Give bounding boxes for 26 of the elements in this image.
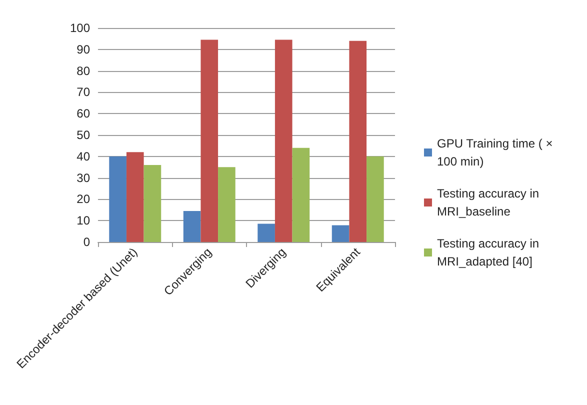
y-tick-label: 60 bbox=[76, 106, 90, 121]
bar bbox=[274, 40, 292, 242]
y-tick-label: 40 bbox=[76, 149, 90, 164]
y-tick-label: 0 bbox=[83, 235, 90, 249]
bar bbox=[349, 40, 367, 242]
y-tick-label: 70 bbox=[76, 85, 90, 100]
legend-label: Testing accuracy in MRI_adapted [40] bbox=[437, 236, 542, 268]
bar bbox=[144, 164, 162, 242]
legend-label: Testing accuracy in MRI_baseline bbox=[437, 186, 542, 218]
bar bbox=[126, 152, 144, 242]
bar bbox=[183, 210, 201, 242]
y-tick-label: 20 bbox=[76, 192, 90, 206]
bar bbox=[332, 225, 350, 242]
bar bbox=[258, 224, 275, 242]
y-tick-label: 10 bbox=[76, 214, 90, 228]
y-tick-label: 30 bbox=[76, 170, 90, 185]
y-tick-label: 90 bbox=[76, 42, 90, 56]
y-tick-label: 80 bbox=[76, 64, 90, 78]
legend-label: GPU Training time ( × 100 min) bbox=[437, 136, 556, 168]
bar bbox=[109, 156, 126, 242]
y-tick-label: 100 bbox=[70, 21, 90, 35]
bar bbox=[200, 40, 218, 242]
y-tick-label: 50 bbox=[76, 128, 90, 142]
bar bbox=[218, 167, 236, 242]
bar bbox=[292, 148, 310, 242]
bar bbox=[366, 156, 384, 242]
